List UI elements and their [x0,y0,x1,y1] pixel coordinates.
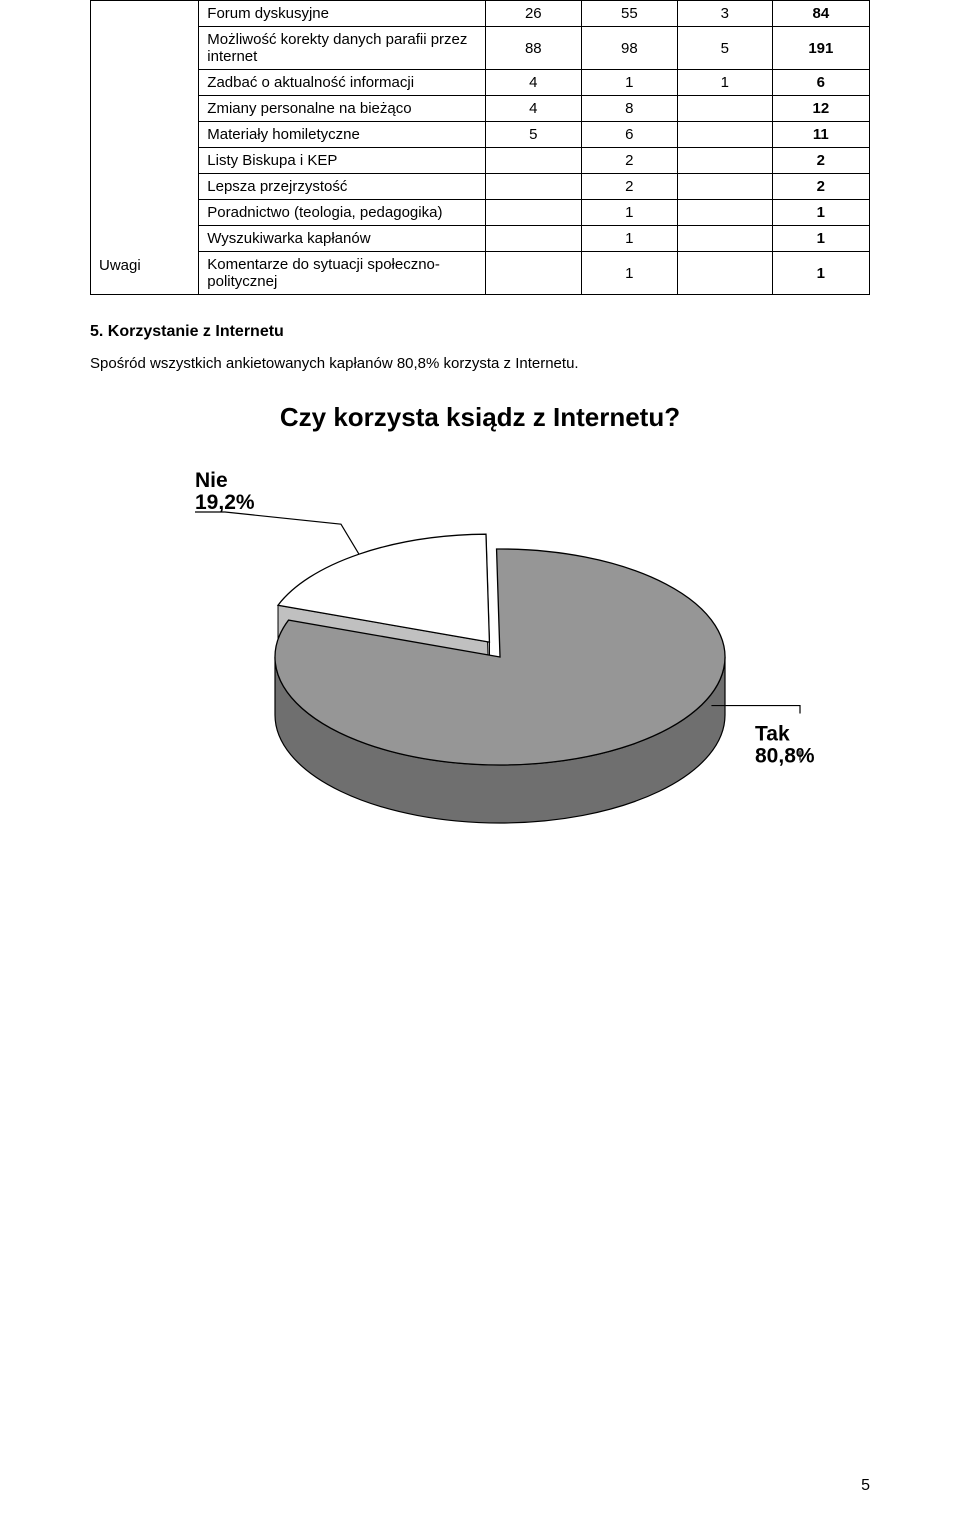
cell [485,252,581,295]
table-row: Lepsza przejrzystość 2 2 [91,174,870,200]
cell: 2 [772,148,869,174]
cell [677,148,772,174]
row-label: Forum dyskusyjne [199,1,485,27]
pie-chart: Nie19,2% Tak80,8% [100,447,860,872]
row-label: Zadbać o aktualność informacji [199,70,485,96]
pie-chart-svg: Nie19,2% Tak80,8% [100,447,860,867]
cell: 11 [772,122,869,148]
data-table: Uwagi Forum dyskusyjne 26 55 3 84 Możliw… [90,0,870,295]
cell: 5 [485,122,581,148]
cell [485,226,581,252]
cell: 1 [581,70,677,96]
table-row: Listy Biskupa i KEP 2 2 [91,148,870,174]
row-label: Lepsza przejrzystość [199,174,485,200]
cell: 88 [485,27,581,70]
svg-text:Nie19,2%: Nie19,2% [195,469,255,514]
cell: 1 [772,200,869,226]
body-text: Spośród wszystkich ankietowanych kapłanó… [90,355,870,372]
cell: 2 [772,174,869,200]
table-row: Zadbać o aktualność informacji 4 1 1 6 [91,70,870,96]
cell: 12 [772,96,869,122]
section-heading: 5. Korzystanie z Internetu [90,323,870,341]
table-row: Zmiany personalne na bieżąco 4 8 12 [91,96,870,122]
cell: 98 [581,27,677,70]
page-number: 5 [861,1477,870,1495]
cell: 6 [581,122,677,148]
cell [485,148,581,174]
cell: 191 [772,27,869,70]
cell [677,122,772,148]
cell: 1 [581,226,677,252]
cell [677,226,772,252]
row-label: Zmiany personalne na bieżąco [199,96,485,122]
cell [485,174,581,200]
cell: 26 [485,1,581,27]
cell: 2 [581,174,677,200]
cell: 1 [581,252,677,295]
cell [677,252,772,295]
row-label: Wyszukiwarka kapłanów [199,226,485,252]
svg-text:Tak80,8%: Tak80,8% [755,723,815,768]
cell: 3 [677,1,772,27]
table-row: Uwagi Forum dyskusyjne 26 55 3 84 [91,1,870,27]
cell: 2 [581,148,677,174]
cell [485,200,581,226]
table-row: Komentarze do sytuacji społeczno-polityc… [91,252,870,295]
cell: 8 [581,96,677,122]
cell: 1 [581,200,677,226]
cell: 1 [772,252,869,295]
cell [677,200,772,226]
row-label: Materiały homiletyczne [199,122,485,148]
row-label: Możliwość korekty danych parafii przez i… [199,27,485,70]
row-label: Poradnictwo (teologia, pedagogika) [199,200,485,226]
cell: 6 [772,70,869,96]
table-row: Możliwość korekty danych parafii przez i… [91,27,870,70]
table-row: Wyszukiwarka kapłanów 1 1 [91,226,870,252]
chart-title: Czy korzysta ksiądz z Internetu? [90,402,870,433]
cell: 1 [772,226,869,252]
row-label: Listy Biskupa i KEP [199,148,485,174]
table-row: Poradnictwo (teologia, pedagogika) 1 1 [91,200,870,226]
table-row: Materiały homiletyczne 5 6 11 [91,122,870,148]
cell: 5 [677,27,772,70]
cell [677,174,772,200]
row-label: Komentarze do sytuacji społeczno-polityc… [199,252,485,295]
cell: 1 [677,70,772,96]
cell [677,96,772,122]
cell: 55 [581,1,677,27]
cell: 4 [485,96,581,122]
row-group-label: Uwagi [91,1,199,295]
cell: 84 [772,1,869,27]
cell: 4 [485,70,581,96]
